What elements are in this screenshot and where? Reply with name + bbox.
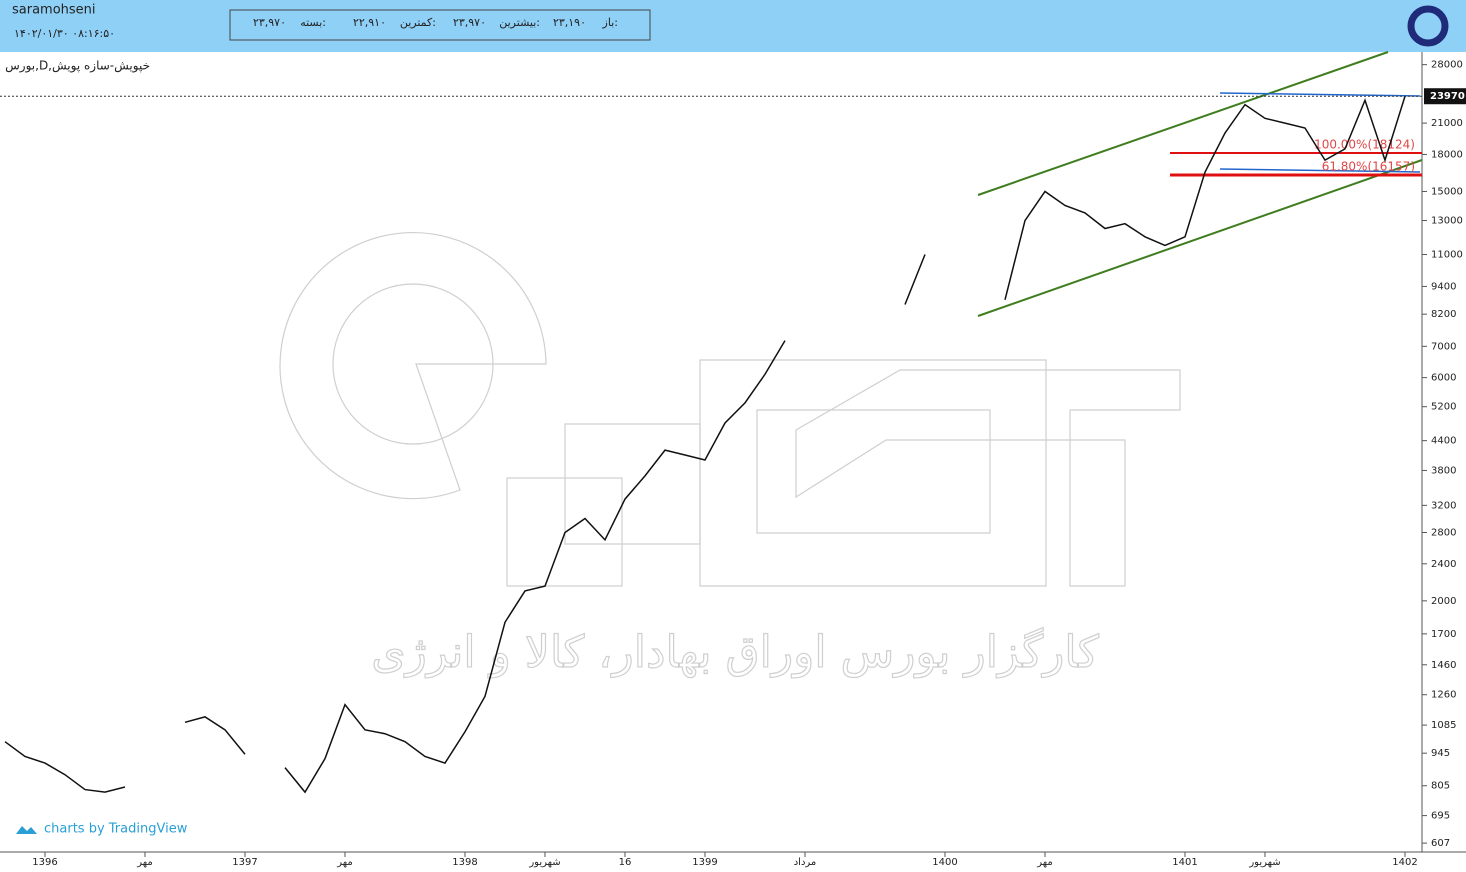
x-tick-label: 1401 <box>1172 857 1197 868</box>
y-tick-label: 4400 <box>1431 436 1456 447</box>
y-tick-label: 1260 <box>1431 690 1456 701</box>
y-tick-label: 8200 <box>1431 309 1456 320</box>
x-tick-label: 1397 <box>232 857 257 868</box>
x-tick-label: 1399 <box>692 857 717 868</box>
last-price-label: 23970 <box>1430 91 1465 102</box>
ohlc-label: بیشترین: <box>499 16 540 29</box>
datetime: ۱۴۰۲/۰۱/۳۰ ۰۸:۱۶:۵۰ <box>14 27 115 40</box>
symbol-title: بورس,D,خپویش-سازه پویش <box>5 59 150 74</box>
fib-label: 61.80%(16157) <box>1322 160 1415 174</box>
x-tick-label: مرداد <box>794 857 817 868</box>
x-tick-label: 1402 <box>1392 857 1417 868</box>
credit: charts by TradingView <box>44 822 188 837</box>
ohlc-value: ۲۳,۹۷۰ <box>453 16 486 29</box>
last-price-box <box>1424 88 1466 105</box>
y-tick-label: 607 <box>1431 838 1450 849</box>
fib-label: 100.00%(18124) <box>1314 138 1415 152</box>
y-tick-label: 3800 <box>1431 465 1456 476</box>
watermark-text: کارگزار بورس اوراق بهادار، کالا و انرژی <box>371 627 1099 678</box>
header: saramohseni ۱۴۰۲/۰۱/۳۰ ۰۸:۱۶:۵۰ باز: ۲۳,… <box>12 3 1449 47</box>
user: saramohseni <box>12 3 96 18</box>
price-line <box>184 716 246 755</box>
ohlc-label: باز: <box>602 16 618 29</box>
x-tick-label: شهریور <box>1248 857 1280 868</box>
price-line <box>1004 96 1406 301</box>
y-tick-label: 2800 <box>1431 527 1456 538</box>
watermark-shape <box>279 231 1181 587</box>
y-tick-label: 695 <box>1431 811 1450 822</box>
x-tick-label: 1400 <box>932 857 957 868</box>
price-line <box>284 340 786 794</box>
y-tick-label: 945 <box>1431 748 1450 759</box>
y-tick-label: 5200 <box>1431 402 1456 413</box>
price-line <box>904 254 926 305</box>
credit-icon <box>16 826 37 834</box>
y-tick-label: 9400 <box>1431 281 1456 292</box>
x-tick-label: 1398 <box>452 857 477 868</box>
logo <box>1407 5 1449 47</box>
x-tick-label: 1396 <box>32 857 57 868</box>
drawings <box>977 51 1423 317</box>
header-bar <box>0 0 1466 52</box>
y-tick-label: 18000 <box>1431 149 1463 160</box>
x-tick-label: 16 <box>619 857 632 868</box>
y-tick-label: 2400 <box>1431 559 1456 570</box>
ohlc-label: بسته: <box>300 16 326 29</box>
y-tick-label: 1460 <box>1431 660 1456 671</box>
ohlc-value: ۲۳,۱۹۰ <box>553 16 586 29</box>
ohlc-value: ۲۲,۹۱۰ <box>353 16 386 29</box>
y-tick-label: 13000 <box>1431 216 1463 227</box>
x-tick-label: مهر <box>336 857 352 868</box>
y-tick-label: 3200 <box>1431 500 1456 511</box>
x-tick-label: مهر <box>1036 857 1052 868</box>
x-tick-label: شهریور <box>528 857 560 868</box>
y-tick-label: 6000 <box>1431 373 1456 384</box>
y-tick-label: 21000 <box>1431 118 1463 129</box>
ohlc-value: ۲۳,۹۷۰ <box>253 16 286 29</box>
y-tick-label: 1085 <box>1431 720 1456 731</box>
ohlc-box <box>229 9 651 41</box>
y-tick-label: 7000 <box>1431 341 1456 352</box>
y-tick-label: 805 <box>1431 781 1450 792</box>
y-tick-label: 15000 <box>1431 186 1463 197</box>
price-line <box>4 741 126 793</box>
y-tick-label: 1700 <box>1431 629 1456 640</box>
y-tick-label: 2000 <box>1431 596 1456 607</box>
y-tick-label: 28000 <box>1431 60 1463 71</box>
ohlc-label: کمترین: <box>400 16 436 29</box>
y-tick-label: 11000 <box>1431 249 1463 260</box>
x-tick-label: مهر <box>136 857 152 868</box>
